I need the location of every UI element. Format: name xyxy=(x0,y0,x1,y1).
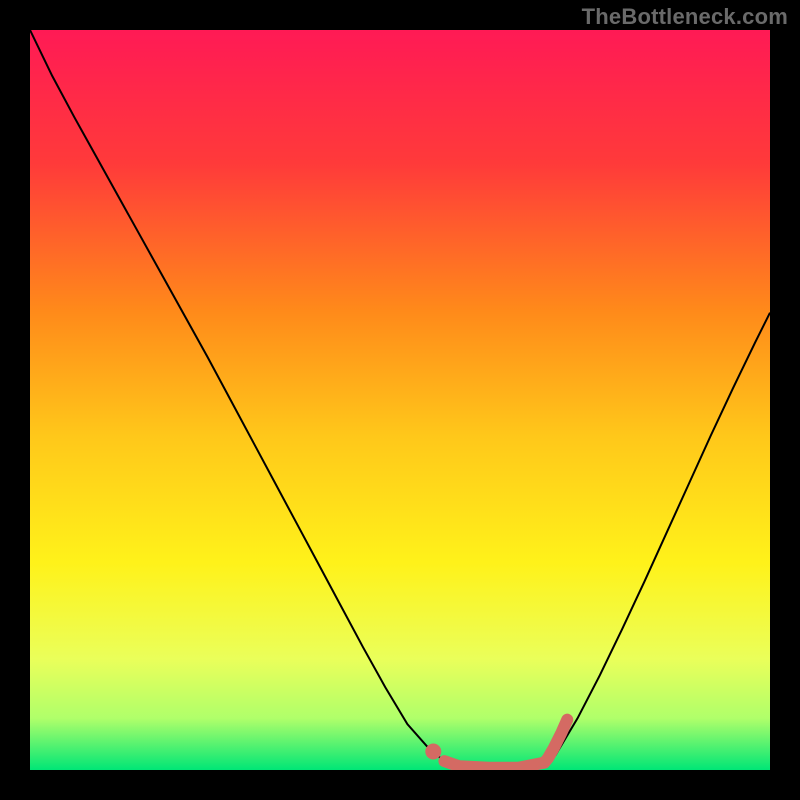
chart-svg xyxy=(30,30,770,770)
watermark-text: TheBottleneck.com xyxy=(582,4,788,30)
bottleneck-curve xyxy=(30,30,770,769)
accent-segment-1 xyxy=(544,720,567,763)
outer-frame: TheBottleneck.com xyxy=(0,0,800,800)
plot-area xyxy=(30,30,770,770)
accent-dot xyxy=(425,744,441,760)
accent-overlay xyxy=(425,720,567,768)
accent-segment-0 xyxy=(444,761,544,768)
